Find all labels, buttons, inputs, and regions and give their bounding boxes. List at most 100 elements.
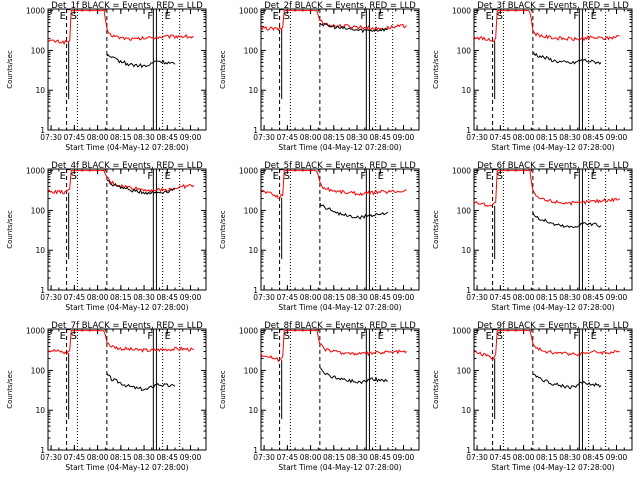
- x-axis-label: Start Time (04-May-12 07:28:00): [278, 463, 401, 472]
- x-tick-label: 08:30: [346, 293, 368, 302]
- events-series-line: [319, 366, 389, 385]
- phase-marker-letter: F: [147, 171, 153, 182]
- x-tick-label: 08:00: [87, 453, 109, 462]
- y-tick-label: 100: [31, 366, 46, 375]
- x-tick-label: 08:00: [513, 133, 535, 142]
- events-series-line: [532, 212, 602, 229]
- x-tick-label: 07:45: [64, 293, 86, 302]
- y-tick-label: 100: [457, 366, 472, 375]
- y-tick-label: 1000: [239, 7, 258, 16]
- x-tick-label: 08:45: [582, 293, 604, 302]
- y-tick-label: 1: [466, 126, 471, 135]
- x-tick-label: 09:00: [606, 133, 628, 142]
- x-tick-label: 08:00: [513, 293, 535, 302]
- x-tick-label: 07:45: [64, 453, 86, 462]
- phase-marker-letter: S: [284, 171, 290, 182]
- phase-marker-letter: E: [486, 11, 492, 22]
- y-tick-label: 10: [248, 406, 258, 415]
- y-tick-label: 1: [40, 286, 45, 295]
- y-tick-label: 1000: [239, 327, 258, 336]
- events-series-line: [532, 373, 602, 390]
- events-series-line: [319, 202, 389, 220]
- phase-marker-letter: F: [147, 11, 153, 22]
- phase-marker-letter: E: [591, 171, 597, 182]
- x-tick-label: 09:00: [180, 293, 202, 302]
- y-axis-label: Counts/sec: [432, 370, 440, 409]
- phase-marker-letter: F: [573, 11, 579, 22]
- y-tick-label: 10: [248, 86, 258, 95]
- y-tick-label: 1000: [452, 327, 471, 336]
- x-tick-label: 09:00: [393, 453, 415, 462]
- events-series-line: [106, 53, 176, 69]
- x-tick-label: 07:30: [40, 453, 62, 462]
- x-tick-label: 09:00: [393, 133, 415, 142]
- x-tick-label: 08:45: [582, 133, 604, 142]
- events-series-line: [532, 51, 602, 65]
- x-tick-label: 08:30: [346, 133, 368, 142]
- y-axis-label: Counts/sec: [6, 370, 14, 409]
- y-tick-label: 100: [31, 206, 46, 215]
- x-tick-label: 08:15: [323, 293, 345, 302]
- x-tick-label: 07:30: [253, 293, 275, 302]
- x-tick-label: 07:45: [490, 293, 512, 302]
- panel-title: Det_2f BLACK = Events, RED = LLD: [264, 1, 416, 11]
- detector-panel: Det_4f BLACK = Events, RED = LLD 1 10 100 10…: [6, 161, 207, 312]
- x-tick-label: 09:00: [606, 453, 628, 462]
- phase-marker-letter: E: [591, 331, 597, 342]
- y-tick-label: 1000: [26, 7, 45, 16]
- plot-frame: [260, 8, 420, 131]
- phase-marker-letter: F: [360, 11, 366, 22]
- plot-frame: [473, 8, 633, 131]
- x-tick-label: 07:30: [466, 293, 488, 302]
- y-tick-label: 1: [253, 286, 258, 295]
- y-tick-label: 1: [40, 446, 45, 455]
- x-tick-label: 08:00: [513, 453, 535, 462]
- panel-title: Det_4f BLACK = Events, RED = LLD: [51, 161, 203, 171]
- x-tick-label: 08:30: [133, 293, 155, 302]
- events-series-line: [106, 372, 176, 392]
- y-tick-label: 1: [253, 126, 258, 135]
- detector-panel: Det_8f BLACK = Events, RED = LLD 1 10 100 10…: [219, 321, 420, 472]
- x-axis-label: Start Time (04-May-12 07:28:00): [65, 303, 188, 312]
- phase-marker-letter: E: [378, 11, 384, 22]
- lld-series-line: [47, 169, 194, 195]
- y-axis-label: Counts/sec: [6, 50, 14, 89]
- panel-title: Det_6f BLACK = Events, RED = LLD: [477, 161, 629, 171]
- phase-marker-letter: S: [284, 331, 290, 342]
- x-tick-label: 08:15: [536, 293, 558, 302]
- plot-frame: [473, 168, 633, 291]
- panel-title: Det_1f BLACK = Events, RED = LLD: [51, 1, 203, 11]
- x-tick-label: 08:15: [110, 293, 132, 302]
- x-axis-label: Start Time (04-May-12 07:28:00): [278, 303, 401, 312]
- x-tick-label: 08:00: [300, 133, 322, 142]
- phase-marker-letter: E: [60, 11, 66, 22]
- events-series-line: [106, 180, 176, 196]
- x-tick-label: 08:15: [536, 133, 558, 142]
- phase-marker-letter: E: [378, 171, 384, 182]
- phase-marker-letter: S: [497, 331, 503, 342]
- y-axis-label: Counts/sec: [432, 210, 440, 249]
- panel-title: Det_7f BLACK = Events, RED = LLD: [51, 321, 203, 331]
- y-axis-label: Counts/sec: [219, 370, 227, 409]
- phase-marker-letter: E: [165, 331, 171, 342]
- lld-series-line: [473, 10, 620, 43]
- y-tick-label: 10: [461, 86, 471, 95]
- x-tick-label: 08:30: [559, 133, 581, 142]
- y-axis-label: Counts/sec: [6, 210, 14, 249]
- x-tick-label: 07:30: [253, 133, 275, 142]
- phase-marker-letter: E: [165, 11, 171, 22]
- phase-marker-letter: S: [497, 11, 503, 22]
- phase-marker-letter: E: [378, 331, 384, 342]
- y-tick-label: 100: [244, 366, 259, 375]
- lld-series-line: [473, 329, 620, 361]
- detector-panel: Det_7f BLACK = Events, RED = LLD 1 10 100 10…: [6, 321, 207, 472]
- lld-series-line: [260, 327, 407, 363]
- phase-marker-letter: E: [486, 171, 492, 182]
- x-axis-label: Start Time (04-May-12 07:28:00): [491, 143, 614, 152]
- x-tick-label: 08:45: [156, 133, 178, 142]
- plot-frame: [47, 328, 207, 451]
- x-tick-label: 08:15: [323, 453, 345, 462]
- y-tick-label: 10: [248, 246, 258, 255]
- phase-marker-letter: F: [573, 331, 579, 342]
